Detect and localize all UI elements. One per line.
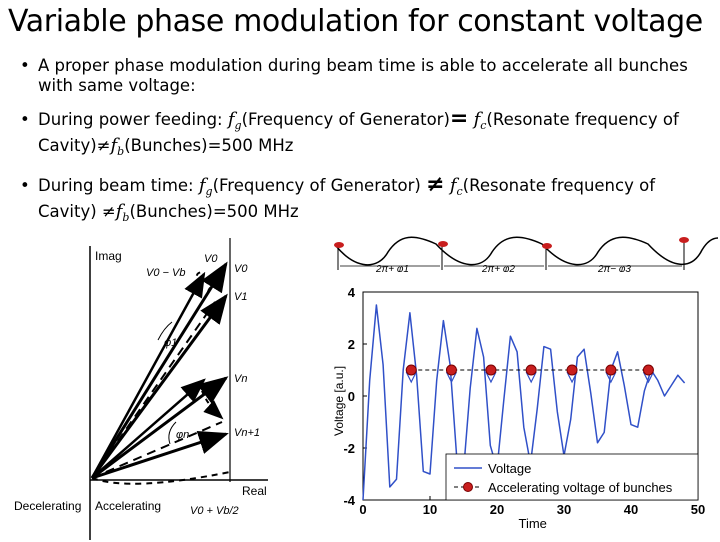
legend-box xyxy=(445,453,699,501)
accel-point xyxy=(405,364,417,376)
bullet-dot: • xyxy=(20,110,30,129)
dashed-arc-2 xyxy=(207,285,219,293)
phasor-mid xyxy=(91,378,206,479)
dashed-line-2 xyxy=(91,421,223,479)
bullet-2-gen: (Frequency of Generator) xyxy=(241,110,450,129)
phin-label: φn xyxy=(176,429,189,441)
vn1-label: Vn+1 xyxy=(234,427,260,439)
dashed-arc-bottom xyxy=(91,471,231,485)
bullet-1-text: A proper phase modulation during beam ti… xyxy=(38,56,688,95)
dashed-line-1 xyxy=(91,301,216,479)
accelerating-label: Accelerating xyxy=(95,499,161,513)
vn-label: Vn xyxy=(234,373,247,385)
y-tick-label: -4 xyxy=(343,493,355,508)
bullet-dot: • xyxy=(20,176,30,195)
strip-label-3: 2π− φ3 xyxy=(597,264,631,272)
accel-point xyxy=(525,364,537,376)
fb-symbol: fb xyxy=(110,135,125,159)
accel-point xyxy=(605,364,617,376)
bullet-3: • During beam time: fg(Frequency of Gene… xyxy=(18,174,718,228)
x-tick-label: 20 xyxy=(490,502,504,517)
v1-label: V1 xyxy=(234,291,247,303)
phi1-arc xyxy=(157,321,173,341)
bunch-arrow xyxy=(642,371,654,384)
vbottom-label: V0 + Vb/2 xyxy=(190,505,239,517)
bullet-3-gen: (Frequency of Generator) xyxy=(212,176,421,195)
phasor-vn1 xyxy=(91,431,229,480)
sine-wave xyxy=(335,236,719,266)
bullet-2: • During power feeding: fg(Frequency of … xyxy=(18,108,718,162)
legend-voltage-label: Voltage xyxy=(488,461,531,476)
accel-point xyxy=(485,364,497,376)
decelerating-label: Decelerating xyxy=(14,499,81,513)
real-label: Real xyxy=(242,484,267,498)
bullet-list: • A proper phase modulation during beam … xyxy=(18,56,718,242)
phasor-v0 xyxy=(90,261,228,479)
v0-vb-label: V0 − Vb xyxy=(146,267,185,279)
bunch-marker xyxy=(679,237,689,243)
bunch-arrow xyxy=(445,371,457,384)
x-axis-label: Time xyxy=(519,516,547,531)
accel-point xyxy=(642,364,654,376)
y-tick-label: 0 xyxy=(348,389,355,404)
v0-label: V0 xyxy=(204,253,218,265)
bullet-3-bunch: (Bunches)=500 MHz xyxy=(129,202,299,221)
bullet-2-bunch: (Bunches)=500 MHz xyxy=(124,136,294,155)
fc-symbol: fc xyxy=(449,175,463,199)
x-tick-label: 50 xyxy=(691,502,705,517)
dashed-arc-3 xyxy=(199,381,224,420)
y-tick-label: 2 xyxy=(348,337,355,352)
bullet-1: • A proper phase modulation during beam … xyxy=(18,56,718,96)
bunch-marker xyxy=(542,243,552,249)
phi1-label: φ1 xyxy=(164,337,177,349)
strip-label-1: 2π+ φ1 xyxy=(375,264,409,272)
dashed-arc-1 xyxy=(195,271,205,285)
imag-label: Imag xyxy=(95,249,122,263)
legend-accel-swatch-dot xyxy=(463,482,473,492)
x-tick-label: 0 xyxy=(359,502,366,517)
neq-symbol: ≠ xyxy=(96,136,111,155)
neq-symbol: ≠ xyxy=(101,202,116,221)
bunch-wave-strip: 2π+ φ1 2π+ φ2 2π− φ3 xyxy=(334,236,719,272)
bunch-arrow xyxy=(405,371,417,384)
voltage-series-line xyxy=(362,304,686,501)
bunch-marker xyxy=(334,242,344,248)
x-tick-label: 40 xyxy=(624,502,638,517)
legend-accel-label: Accelerating voltage of bunches xyxy=(488,480,673,495)
bunch-arrow xyxy=(605,371,617,384)
x-tick-label: 30 xyxy=(557,502,571,517)
bullet-2-cav: (Resonate frequency of Cavity) xyxy=(38,110,679,155)
y-axis-label: Voltage [a.u.] xyxy=(332,366,346,436)
x-tick-label: 10 xyxy=(423,502,437,517)
accel-point xyxy=(445,364,457,376)
slide-title: Variable phase modulation for constant v… xyxy=(8,4,703,39)
bunch-marker xyxy=(438,241,448,247)
strip-label-2: 2π+ φ2 xyxy=(481,264,515,272)
phasor-v0-vb xyxy=(90,271,206,479)
accel-point xyxy=(566,364,578,376)
bullet-2-lead: During power feeding: xyxy=(38,110,223,129)
neq-large-symbol: ≠ xyxy=(426,172,445,197)
v0-top-label: V0 xyxy=(234,263,248,275)
y-tick-label: 4 xyxy=(348,285,356,300)
y-tick-label: -2 xyxy=(343,441,355,456)
phasor-diagram: Imag Real Decelerating Accelerating V0 −… xyxy=(14,238,268,540)
bullet-dot: • xyxy=(20,56,30,75)
bullet-3-cav: (Resonate frequency of Cavity) xyxy=(38,176,656,221)
fb-symbol: fb xyxy=(115,201,130,225)
bunch-arrow xyxy=(566,371,578,384)
bunch-arrow xyxy=(485,371,497,384)
equal-symbol: = xyxy=(449,106,469,131)
bunch-arrow xyxy=(525,371,537,384)
fg-symbol: fg xyxy=(198,175,213,199)
phin-arc xyxy=(168,421,177,445)
bullet-3-lead: During beam time: xyxy=(38,176,194,195)
fg-symbol: fg xyxy=(227,109,242,133)
fc-symbol: fc xyxy=(473,109,487,133)
